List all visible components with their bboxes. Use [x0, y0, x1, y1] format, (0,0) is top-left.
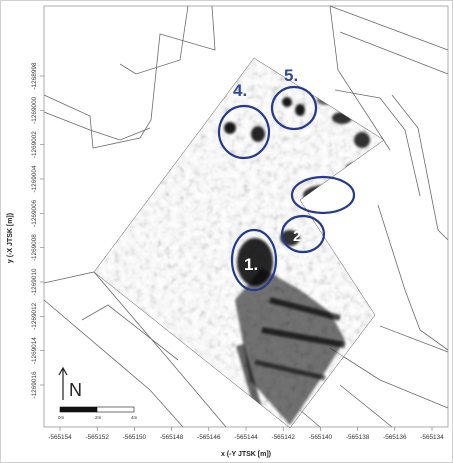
x-tick-label: -565152: [85, 434, 109, 441]
anomaly-ellipses: [217, 85, 356, 292]
anomaly-4-label: 4.: [233, 81, 247, 100]
cadastral-lines: [43, 5, 449, 428]
y-tick-label: -1269006: [31, 199, 38, 226]
x-tick-label: -565138: [346, 434, 370, 441]
y-axis-ticks: -1268998 -1269000 -1269002 -1269004 -1269006…: [31, 62, 44, 399]
y-tick-label: -1269016: [31, 371, 38, 398]
anomaly-5-ellipse: [270, 85, 318, 131]
y-tick-label: -1269012: [31, 302, 38, 329]
y-tick-label: -1269000: [31, 96, 38, 123]
x-tick-label: -565142: [271, 434, 295, 441]
x-tick-label: -565134: [420, 434, 444, 441]
x-tick-label: -565140: [309, 434, 333, 441]
x-tick-label: -565136: [383, 434, 407, 441]
scale-label-0: 0m: [58, 415, 65, 420]
anomaly-labels: 1. 2. 3. 4. 5.: [233, 66, 327, 274]
y-tick-label: -1269010: [31, 268, 38, 295]
anomaly-2-ellipse: [280, 214, 326, 254]
scale-label-2: 4m: [131, 415, 138, 420]
y-axis-title: y (-X JTSK [m]): [7, 213, 14, 263]
anomaly-4-ellipse: [217, 104, 271, 160]
anomaly-3-ellipse: [290, 175, 356, 215]
scale-label-1: 2m: [95, 415, 102, 420]
x-tick-label: -565144: [234, 434, 258, 441]
anomaly-5-label: 5.: [284, 66, 298, 85]
anomaly-2-label: 2.: [293, 228, 306, 245]
y-tick-label: -1269008: [31, 234, 38, 261]
y-tick-label: -1269002: [31, 131, 38, 158]
x-tick-label: -565148: [160, 434, 184, 441]
north-arrow: N: [58, 366, 82, 400]
anomaly-1-ellipse: [230, 228, 278, 292]
scale-bar: 0m 2m 4m: [58, 406, 138, 420]
north-arrow-icon: [58, 366, 68, 400]
north-label: N: [69, 380, 82, 400]
x-axis-ticks: -565154 -565152 -565150 -565148 -565146 -5651…: [48, 427, 444, 441]
x-tick-label: -565150: [123, 434, 147, 441]
anomaly-1-label: 1.: [244, 255, 258, 274]
y-tick-label: -1269004: [31, 165, 38, 192]
survey-outline: [93, 57, 385, 429]
x-tick-label: -565146: [197, 434, 221, 441]
y-tick-label: -1268998: [31, 62, 38, 89]
x-axis-title: x (-Y JTSK [m]): [221, 451, 271, 458]
anomaly-3-label: 3.: [313, 187, 327, 206]
x-tick-label: -565154: [48, 434, 72, 441]
y-tick-label: -1269014: [31, 337, 38, 364]
